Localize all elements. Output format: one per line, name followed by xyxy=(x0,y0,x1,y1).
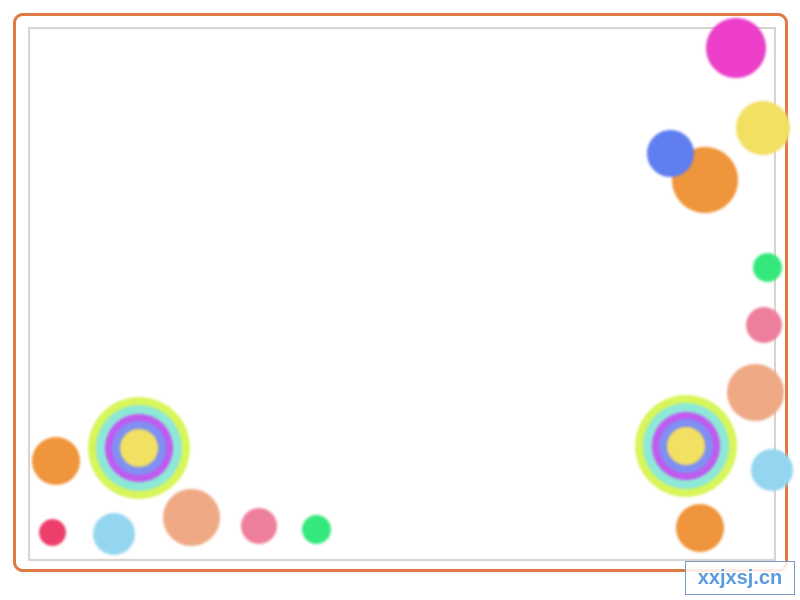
green-dot-bottom xyxy=(302,515,331,544)
orange-dot-bottom-right xyxy=(676,504,724,552)
outer-orange-frame xyxy=(13,13,788,572)
light-blue-dot-bottom xyxy=(93,513,135,555)
peach-dot-bottom xyxy=(163,489,220,546)
watermark-badge: xxjxsj.cn xyxy=(685,561,795,595)
peach-dot-right xyxy=(727,364,784,421)
red-pink-dot xyxy=(39,519,66,546)
light-blue-dot-right xyxy=(751,449,793,491)
orange-dot-left xyxy=(32,437,80,485)
pink-dot-right xyxy=(746,307,782,343)
watermark-text: xxjxsj.cn xyxy=(697,566,783,589)
blue-dot xyxy=(647,130,694,177)
green-dot-right xyxy=(753,253,782,282)
yellow-dot xyxy=(736,101,790,155)
magenta-dot xyxy=(706,18,766,78)
inner-gray-frame xyxy=(28,27,776,561)
concentric-circle-left xyxy=(88,397,190,499)
pink-dot-bottom xyxy=(241,508,277,544)
concentric-circle-right xyxy=(635,395,737,497)
